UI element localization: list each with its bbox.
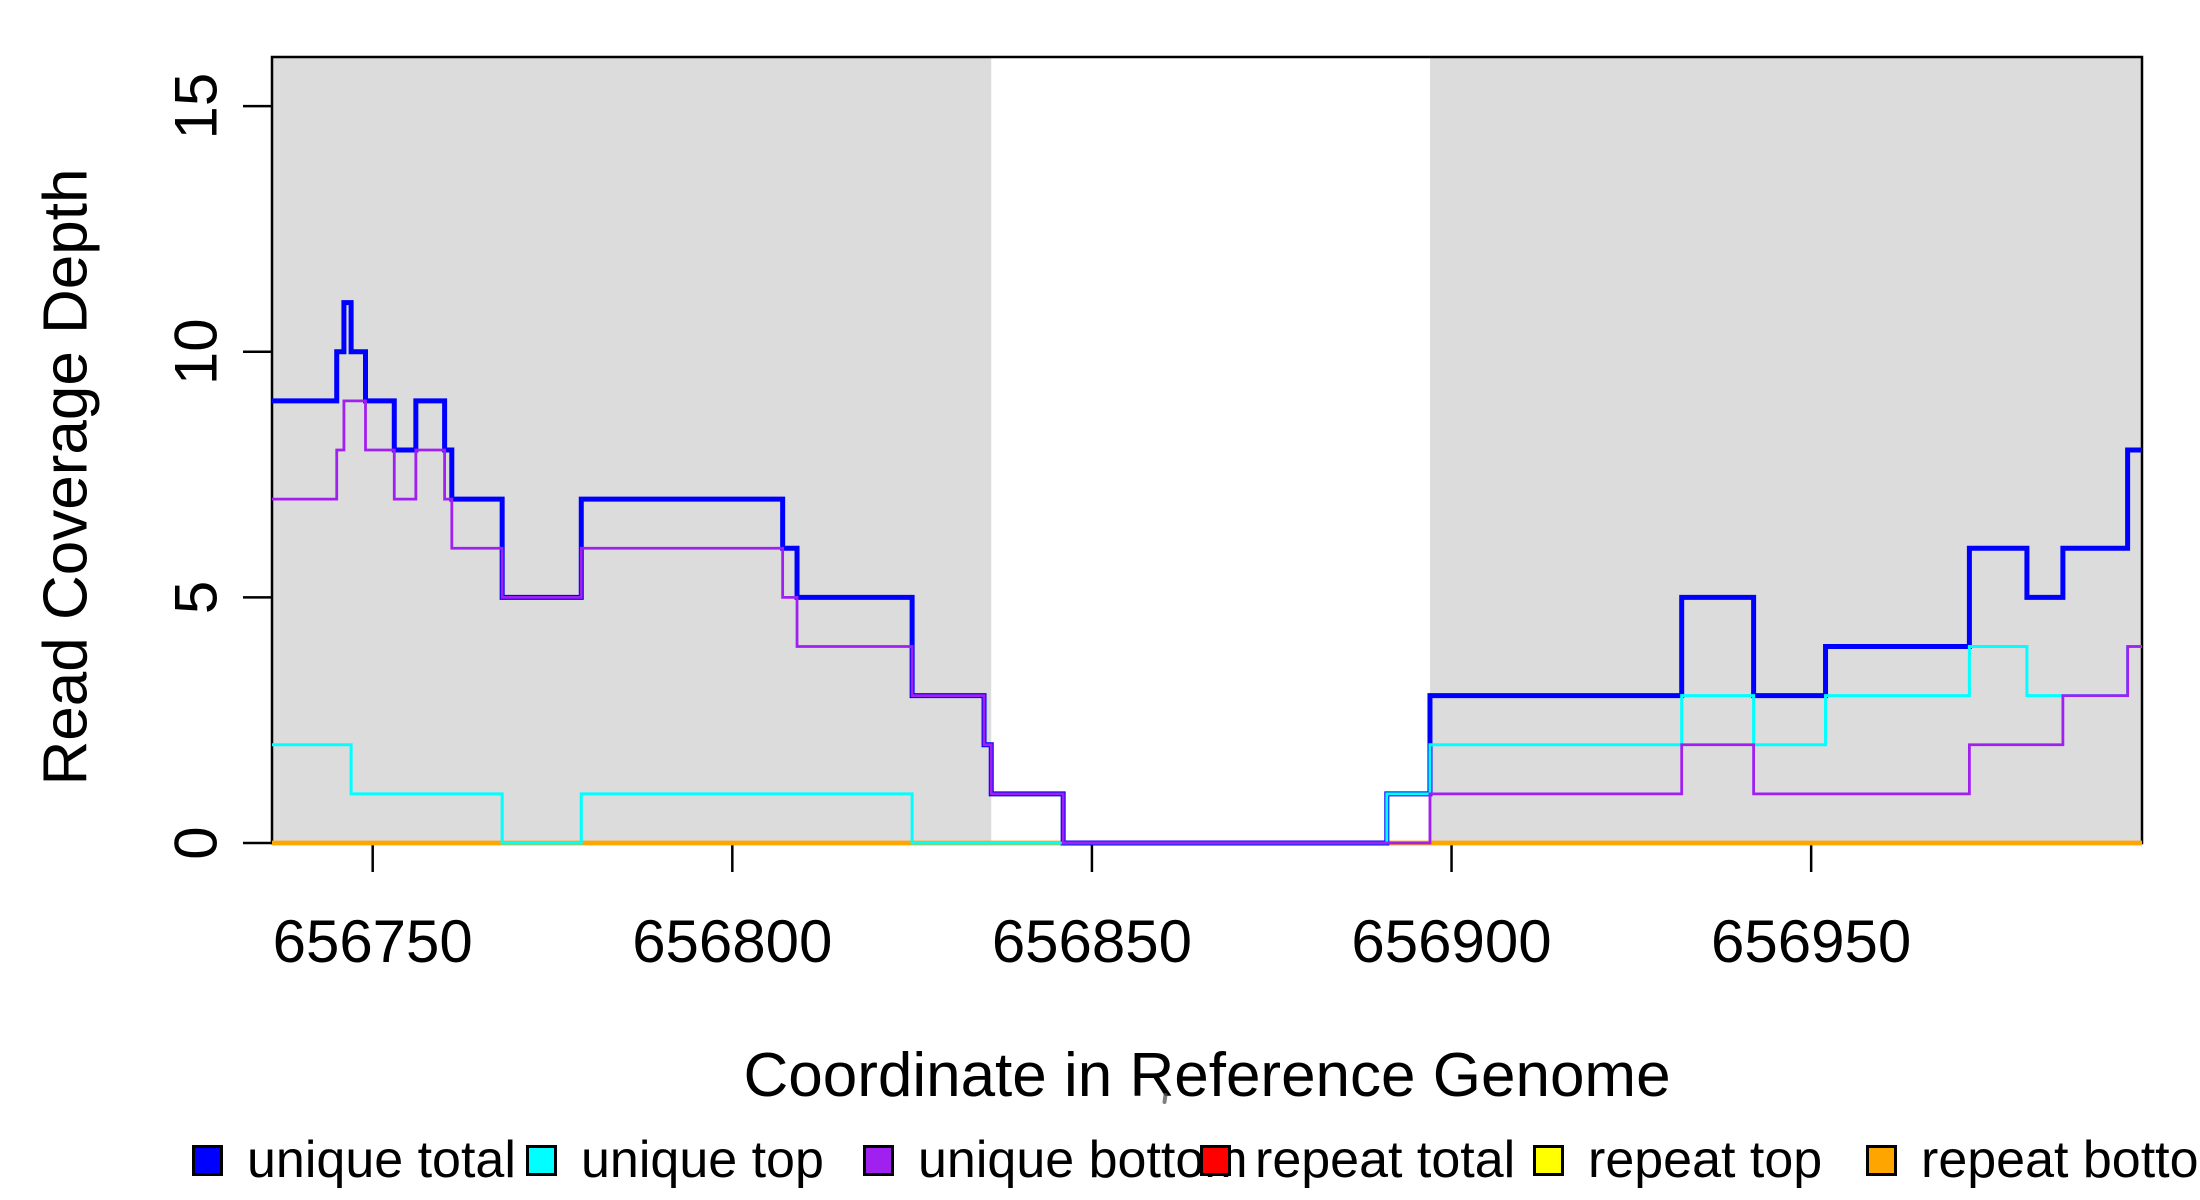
y-tick-label: 5 xyxy=(163,581,230,614)
y-tick-label: 15 xyxy=(163,73,230,140)
background-region xyxy=(1429,57,2142,843)
x-axis-title: Coordinate in Reference Genome xyxy=(743,1041,1671,1110)
y-axis-title: Read Coverage Depth xyxy=(31,168,101,786)
series-line-unique-bottom xyxy=(272,399,2142,845)
x-tick-label: 656800 xyxy=(632,908,832,975)
x-tick-label: 656750 xyxy=(273,908,473,975)
y-tick-label: 10 xyxy=(163,318,230,385)
y-tick-label: 0 xyxy=(163,826,230,859)
x-tick-label: 656950 xyxy=(1711,908,1911,975)
x-tick-label: 656850 xyxy=(992,908,1192,975)
series-line-unique-top xyxy=(272,645,2142,845)
x-tick-label: 656900 xyxy=(1351,908,1551,975)
